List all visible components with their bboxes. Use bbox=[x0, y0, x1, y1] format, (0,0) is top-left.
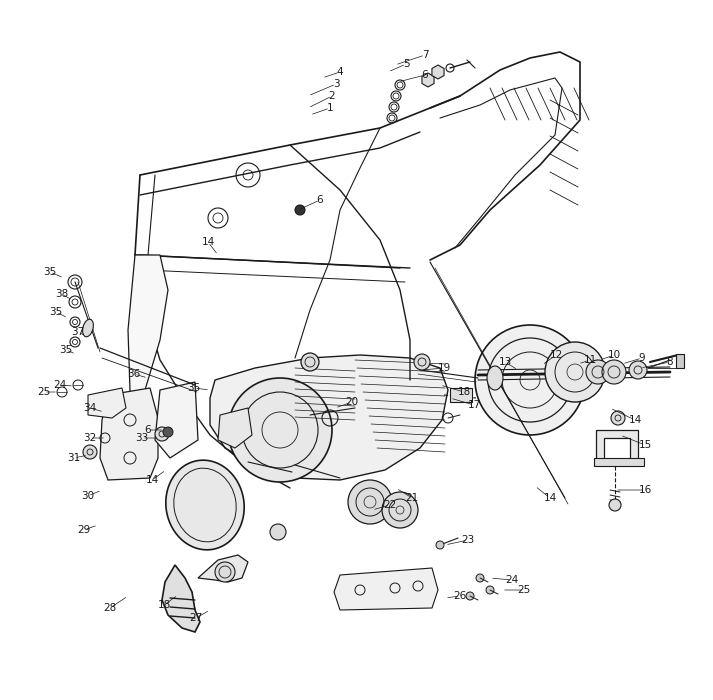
Text: 9: 9 bbox=[639, 353, 645, 363]
Text: 16: 16 bbox=[638, 485, 652, 495]
Text: 30: 30 bbox=[81, 491, 95, 501]
Circle shape bbox=[545, 342, 605, 402]
Bar bbox=[594, 458, 644, 466]
Circle shape bbox=[382, 492, 418, 528]
Text: 35: 35 bbox=[49, 307, 63, 317]
Polygon shape bbox=[210, 355, 448, 480]
Text: 6: 6 bbox=[421, 70, 429, 80]
Text: 14: 14 bbox=[145, 475, 158, 485]
Circle shape bbox=[163, 427, 173, 437]
Text: 31: 31 bbox=[67, 453, 81, 463]
Circle shape bbox=[436, 541, 444, 549]
Polygon shape bbox=[334, 568, 438, 610]
Text: 25: 25 bbox=[37, 387, 51, 397]
Text: 36: 36 bbox=[128, 369, 140, 379]
Text: 6: 6 bbox=[317, 195, 323, 205]
Circle shape bbox=[629, 361, 647, 379]
Text: 6: 6 bbox=[145, 425, 151, 435]
Bar bbox=[450, 388, 472, 402]
Text: 38: 38 bbox=[56, 289, 68, 299]
Ellipse shape bbox=[83, 319, 93, 337]
Circle shape bbox=[609, 499, 621, 511]
Circle shape bbox=[301, 353, 319, 371]
Ellipse shape bbox=[487, 366, 503, 390]
Polygon shape bbox=[422, 73, 434, 87]
Polygon shape bbox=[100, 388, 158, 480]
Circle shape bbox=[586, 360, 610, 384]
Polygon shape bbox=[155, 382, 198, 458]
Text: 20: 20 bbox=[345, 397, 359, 407]
Text: 24: 24 bbox=[53, 380, 66, 390]
Circle shape bbox=[83, 445, 97, 459]
Text: 1: 1 bbox=[327, 103, 333, 113]
Circle shape bbox=[215, 562, 235, 582]
Text: 10: 10 bbox=[607, 350, 620, 360]
Circle shape bbox=[466, 592, 474, 600]
Text: 18: 18 bbox=[457, 387, 471, 397]
Circle shape bbox=[611, 411, 625, 425]
Text: 5: 5 bbox=[403, 59, 409, 69]
Text: 29: 29 bbox=[78, 525, 91, 535]
Text: 28: 28 bbox=[103, 603, 117, 613]
Text: 35: 35 bbox=[59, 345, 73, 355]
Text: 14: 14 bbox=[201, 237, 215, 247]
Circle shape bbox=[602, 360, 626, 384]
Text: 3: 3 bbox=[333, 79, 339, 89]
Text: 11: 11 bbox=[583, 355, 597, 365]
Text: 25: 25 bbox=[518, 585, 530, 595]
Text: 35: 35 bbox=[43, 267, 56, 277]
Polygon shape bbox=[128, 255, 168, 420]
Text: 4: 4 bbox=[337, 67, 344, 77]
Text: 27: 27 bbox=[190, 613, 202, 623]
Text: 15: 15 bbox=[638, 440, 652, 450]
Polygon shape bbox=[198, 555, 248, 582]
Circle shape bbox=[348, 480, 392, 524]
Text: 8: 8 bbox=[667, 357, 673, 367]
Polygon shape bbox=[218, 408, 252, 448]
Polygon shape bbox=[162, 565, 200, 632]
Circle shape bbox=[414, 354, 430, 370]
Polygon shape bbox=[432, 65, 444, 79]
Circle shape bbox=[270, 524, 286, 540]
Text: 2: 2 bbox=[329, 91, 335, 101]
Text: 14: 14 bbox=[628, 415, 642, 425]
Text: 22: 22 bbox=[384, 500, 396, 510]
Text: 37: 37 bbox=[71, 327, 85, 337]
Circle shape bbox=[295, 205, 305, 215]
Circle shape bbox=[486, 586, 494, 594]
Text: 17: 17 bbox=[468, 400, 481, 410]
Polygon shape bbox=[88, 388, 126, 418]
Circle shape bbox=[475, 325, 585, 435]
Circle shape bbox=[155, 427, 169, 441]
Text: 34: 34 bbox=[83, 403, 97, 413]
Text: 24: 24 bbox=[506, 575, 518, 585]
Ellipse shape bbox=[166, 460, 244, 550]
Text: 14: 14 bbox=[543, 493, 557, 503]
Text: 18: 18 bbox=[158, 600, 170, 610]
Text: 26: 26 bbox=[453, 591, 466, 601]
Text: 13: 13 bbox=[498, 357, 512, 367]
Text: 35: 35 bbox=[188, 383, 200, 393]
Text: 33: 33 bbox=[135, 433, 148, 443]
Circle shape bbox=[476, 574, 484, 582]
Circle shape bbox=[228, 378, 332, 482]
Text: 19: 19 bbox=[437, 363, 451, 373]
Text: 32: 32 bbox=[83, 433, 97, 443]
Text: 7: 7 bbox=[421, 50, 429, 60]
Text: 12: 12 bbox=[550, 350, 563, 360]
Text: 21: 21 bbox=[406, 493, 419, 503]
Text: 23: 23 bbox=[461, 535, 475, 545]
Polygon shape bbox=[596, 430, 638, 462]
Bar bbox=[676, 354, 684, 368]
